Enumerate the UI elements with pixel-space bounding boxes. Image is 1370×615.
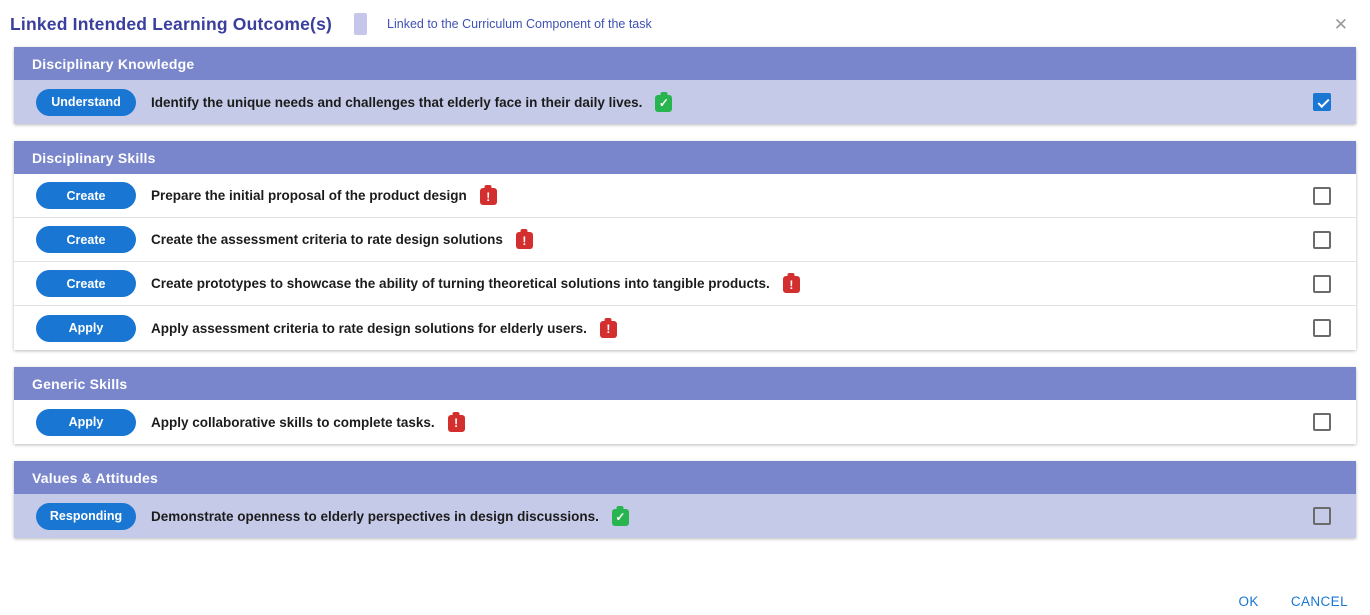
outcome-text: Create the assessment criteria to rate d… [151,232,503,247]
warning-exclamation-icon: ! [515,232,533,249]
section-title: Generic Skills [32,375,128,392]
dialog-header: Linked Intended Learning Outcome(s) Link… [0,0,1370,46]
section-header: Values & Attitudes [14,461,1356,494]
ilo-section: Disciplinary Knowledge Understand Identi… [14,47,1356,124]
warning-exclamation-icon: ! [599,320,617,338]
row-checkbox[interactable] [1313,186,1331,205]
linked-check-icon: ✓ [611,508,629,526]
row-checkbox[interactable] [1313,230,1331,249]
warning-exclamation-icon: ! [479,188,497,205]
bloom-level-pill: Apply [36,408,136,436]
linked-check-icon: ✓ [655,94,673,112]
section-header: Disciplinary Knowledge [14,47,1356,80]
section-rows: Apply Apply collaborative skills to comp… [14,400,1356,444]
ilo-section: Values & Attitudes Responding Demonstrat… [14,461,1356,538]
linked-ilo-dialog: Linked Intended Learning Outcome(s) Link… [0,0,1370,538]
section-title: Values & Attitudes [32,469,158,486]
section-header: Generic Skills [14,367,1356,400]
section-title: Disciplinary Knowledge [32,55,195,72]
row-checkbox[interactable] [1313,319,1331,337]
close-icon[interactable]: ✕ [1333,14,1348,34]
outcome-text: Demonstrate openness to elderly perspect… [151,508,599,524]
ilo-section-list: Disciplinary Knowledge Understand Identi… [0,47,1370,538]
section-rows: Responding Demonstrate openness to elder… [14,494,1356,538]
bloom-level-pill: Apply [36,314,136,342]
warning-exclamation-icon: ! [782,276,800,293]
ilo-row[interactable]: Apply Apply assessment criteria to rate … [14,306,1356,350]
ilo-row[interactable]: Apply Apply collaborative skills to comp… [14,400,1356,444]
ilo-row[interactable]: Create Prepare the initial proposal of t… [14,174,1356,218]
outcome-text: Prepare the initial proposal of the prod… [151,188,467,203]
ilo-row[interactable]: Create Create the assessment criteria to… [14,218,1356,262]
bloom-level-pill: Create [36,270,136,297]
ilo-row[interactable]: Understand Identify the unique needs and… [14,80,1356,124]
bloom-level-pill: Understand [36,88,136,116]
section-rows: Understand Identify the unique needs and… [14,80,1356,124]
dialog-footer: OK CANCEL [1239,594,1348,609]
ilo-section: Generic Skills Apply Apply collaborative… [14,367,1356,444]
row-checkbox[interactable] [1313,93,1331,111]
ilo-section: Disciplinary Skills Create Prepare the i… [14,141,1356,350]
warning-exclamation-icon: ! [447,414,465,432]
row-checkbox[interactable] [1313,507,1331,525]
cancel-button[interactable]: CANCEL [1290,594,1348,609]
outcome-text: Identify the unique needs and challenges… [151,94,643,110]
outcome-text: Create prototypes to showcase the abilit… [151,276,770,291]
ilo-row[interactable]: Create Create prototypes to showcase the… [14,262,1356,306]
outcome-text: Apply collaborative skills to complete t… [151,414,435,430]
section-header: Disciplinary Skills [14,141,1356,174]
section-rows: Create Prepare the initial proposal of t… [14,174,1356,350]
legend-color-swatch [354,13,368,35]
legend-label: Linked to the Curriculum Component of th… [387,17,652,31]
bloom-level-pill: Create [36,182,136,209]
bloom-level-pill: Responding [36,502,136,530]
row-checkbox[interactable] [1313,274,1331,293]
ok-button[interactable]: OK [1238,594,1259,609]
section-title: Disciplinary Skills [32,149,156,166]
outcome-text: Apply assessment criteria to rate design… [151,320,587,336]
row-checkbox[interactable] [1313,413,1331,431]
ilo-row[interactable]: Responding Demonstrate openness to elder… [14,494,1356,538]
bloom-level-pill: Create [36,226,136,253]
page-title: Linked Intended Learning Outcome(s) [10,13,333,34]
